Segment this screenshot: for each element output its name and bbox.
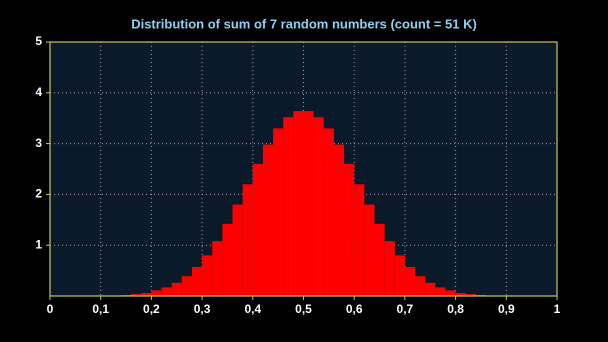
bar <box>141 292 152 296</box>
x-tick-label: 0,4 <box>244 302 261 316</box>
bar <box>283 117 294 297</box>
plot-frame <box>49 41 558 297</box>
x-tick-label: 0 <box>47 302 54 316</box>
bar <box>445 290 456 296</box>
bar <box>323 128 334 296</box>
x-tick-label: 0,9 <box>498 302 515 316</box>
bar <box>242 184 253 296</box>
bar <box>212 241 223 296</box>
bar <box>354 184 365 296</box>
bar <box>232 204 243 296</box>
bar <box>181 276 192 296</box>
x-tick-label: 0,6 <box>346 302 363 316</box>
y-tick-label: 1 <box>35 237 42 251</box>
x-tick-label: 1 <box>554 302 561 316</box>
chart-title: Distribution of sum of 7 random numbers … <box>131 16 477 31</box>
x-tick-label: 0,2 <box>143 302 160 316</box>
bar <box>252 163 263 296</box>
bar <box>202 255 213 296</box>
y-tick-label: 5 <box>35 34 42 48</box>
bar <box>374 223 385 296</box>
bar <box>191 267 203 296</box>
bar <box>415 276 426 296</box>
bar <box>293 111 304 296</box>
y-tick-label: 2 <box>35 187 42 201</box>
bar <box>435 287 446 296</box>
bar <box>344 163 355 296</box>
x-tick-label: 0,8 <box>447 302 464 316</box>
bar <box>394 255 405 296</box>
x-tick-label: 0,7 <box>397 302 414 316</box>
bar <box>465 293 476 296</box>
bar <box>273 128 284 296</box>
bar <box>151 290 162 296</box>
bar <box>303 111 314 296</box>
x-tick-label: 0,3 <box>194 302 211 316</box>
bar <box>455 292 466 296</box>
y-tick-label: 4 <box>35 85 42 99</box>
bar <box>131 293 142 296</box>
bar <box>384 241 395 296</box>
bar <box>404 267 416 296</box>
bar <box>171 282 182 296</box>
bar <box>333 144 345 296</box>
x-tick-label: 0,1 <box>92 302 109 316</box>
bar <box>425 282 436 296</box>
bar <box>222 223 233 296</box>
x-tick-label: 0,5 <box>295 302 312 316</box>
bar <box>364 204 375 296</box>
bar <box>262 144 274 296</box>
bar <box>313 117 324 297</box>
bar <box>161 287 172 296</box>
y-tick-label: 3 <box>35 136 42 150</box>
